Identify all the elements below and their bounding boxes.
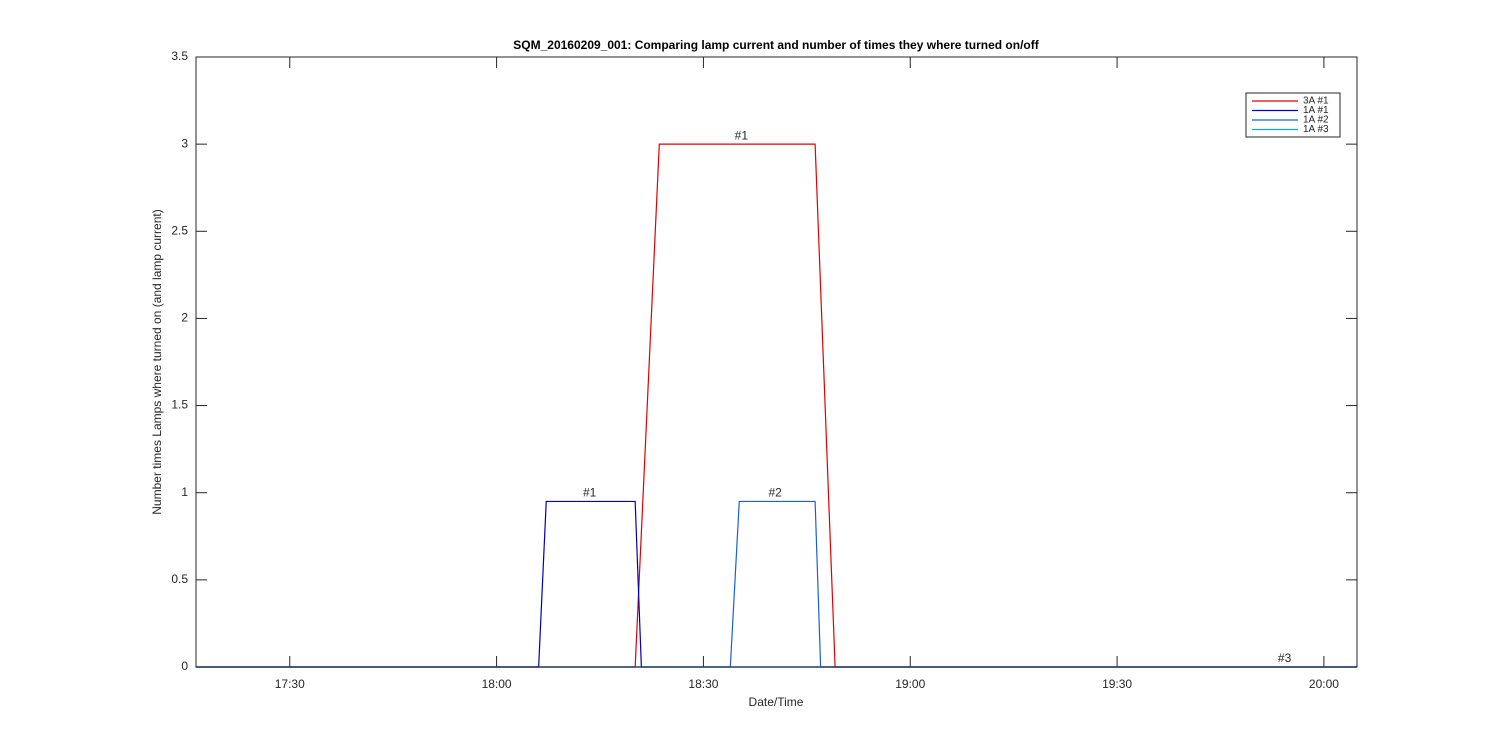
- x-tick-label: 17:30: [275, 677, 305, 691]
- y-tick-label: 3: [181, 136, 188, 150]
- x-tick-label: 18:00: [482, 677, 512, 691]
- x-tick-label: 20:00: [1309, 677, 1339, 691]
- y-tick-label: 1.5: [171, 398, 188, 412]
- annotation: #1: [735, 128, 749, 142]
- legend-label: 1A #1: [1303, 105, 1329, 116]
- y-tick-label: 0: [181, 659, 188, 673]
- annotation: #1: [583, 486, 597, 500]
- legend-label: 1A #2: [1303, 115, 1329, 126]
- x-tick-label: 18:30: [688, 677, 718, 691]
- legend-label: 1A #3: [1303, 124, 1329, 135]
- annotation: #3: [1278, 651, 1292, 665]
- x-axis-label: Date/Time: [749, 695, 804, 709]
- legend-label: 3A #1: [1303, 96, 1329, 107]
- x-tick-label: 19:00: [895, 677, 925, 691]
- annotation: #2: [768, 486, 782, 500]
- y-tick-label: 2: [181, 311, 188, 325]
- plot-frame: [195, 56, 1358, 668]
- chart-title: SQM_20160209_001: Comparing lamp current…: [513, 38, 1039, 52]
- y-tick-label: 0.5: [171, 572, 188, 586]
- y-tick-label: 1: [181, 485, 188, 499]
- y-tick-label: 3.5: [171, 49, 188, 63]
- y-tick-label: 2.5: [171, 223, 188, 237]
- x-tick-label: 19:30: [1102, 677, 1132, 691]
- y-axis-label: Number times Lamps where turned on (and …: [150, 209, 164, 514]
